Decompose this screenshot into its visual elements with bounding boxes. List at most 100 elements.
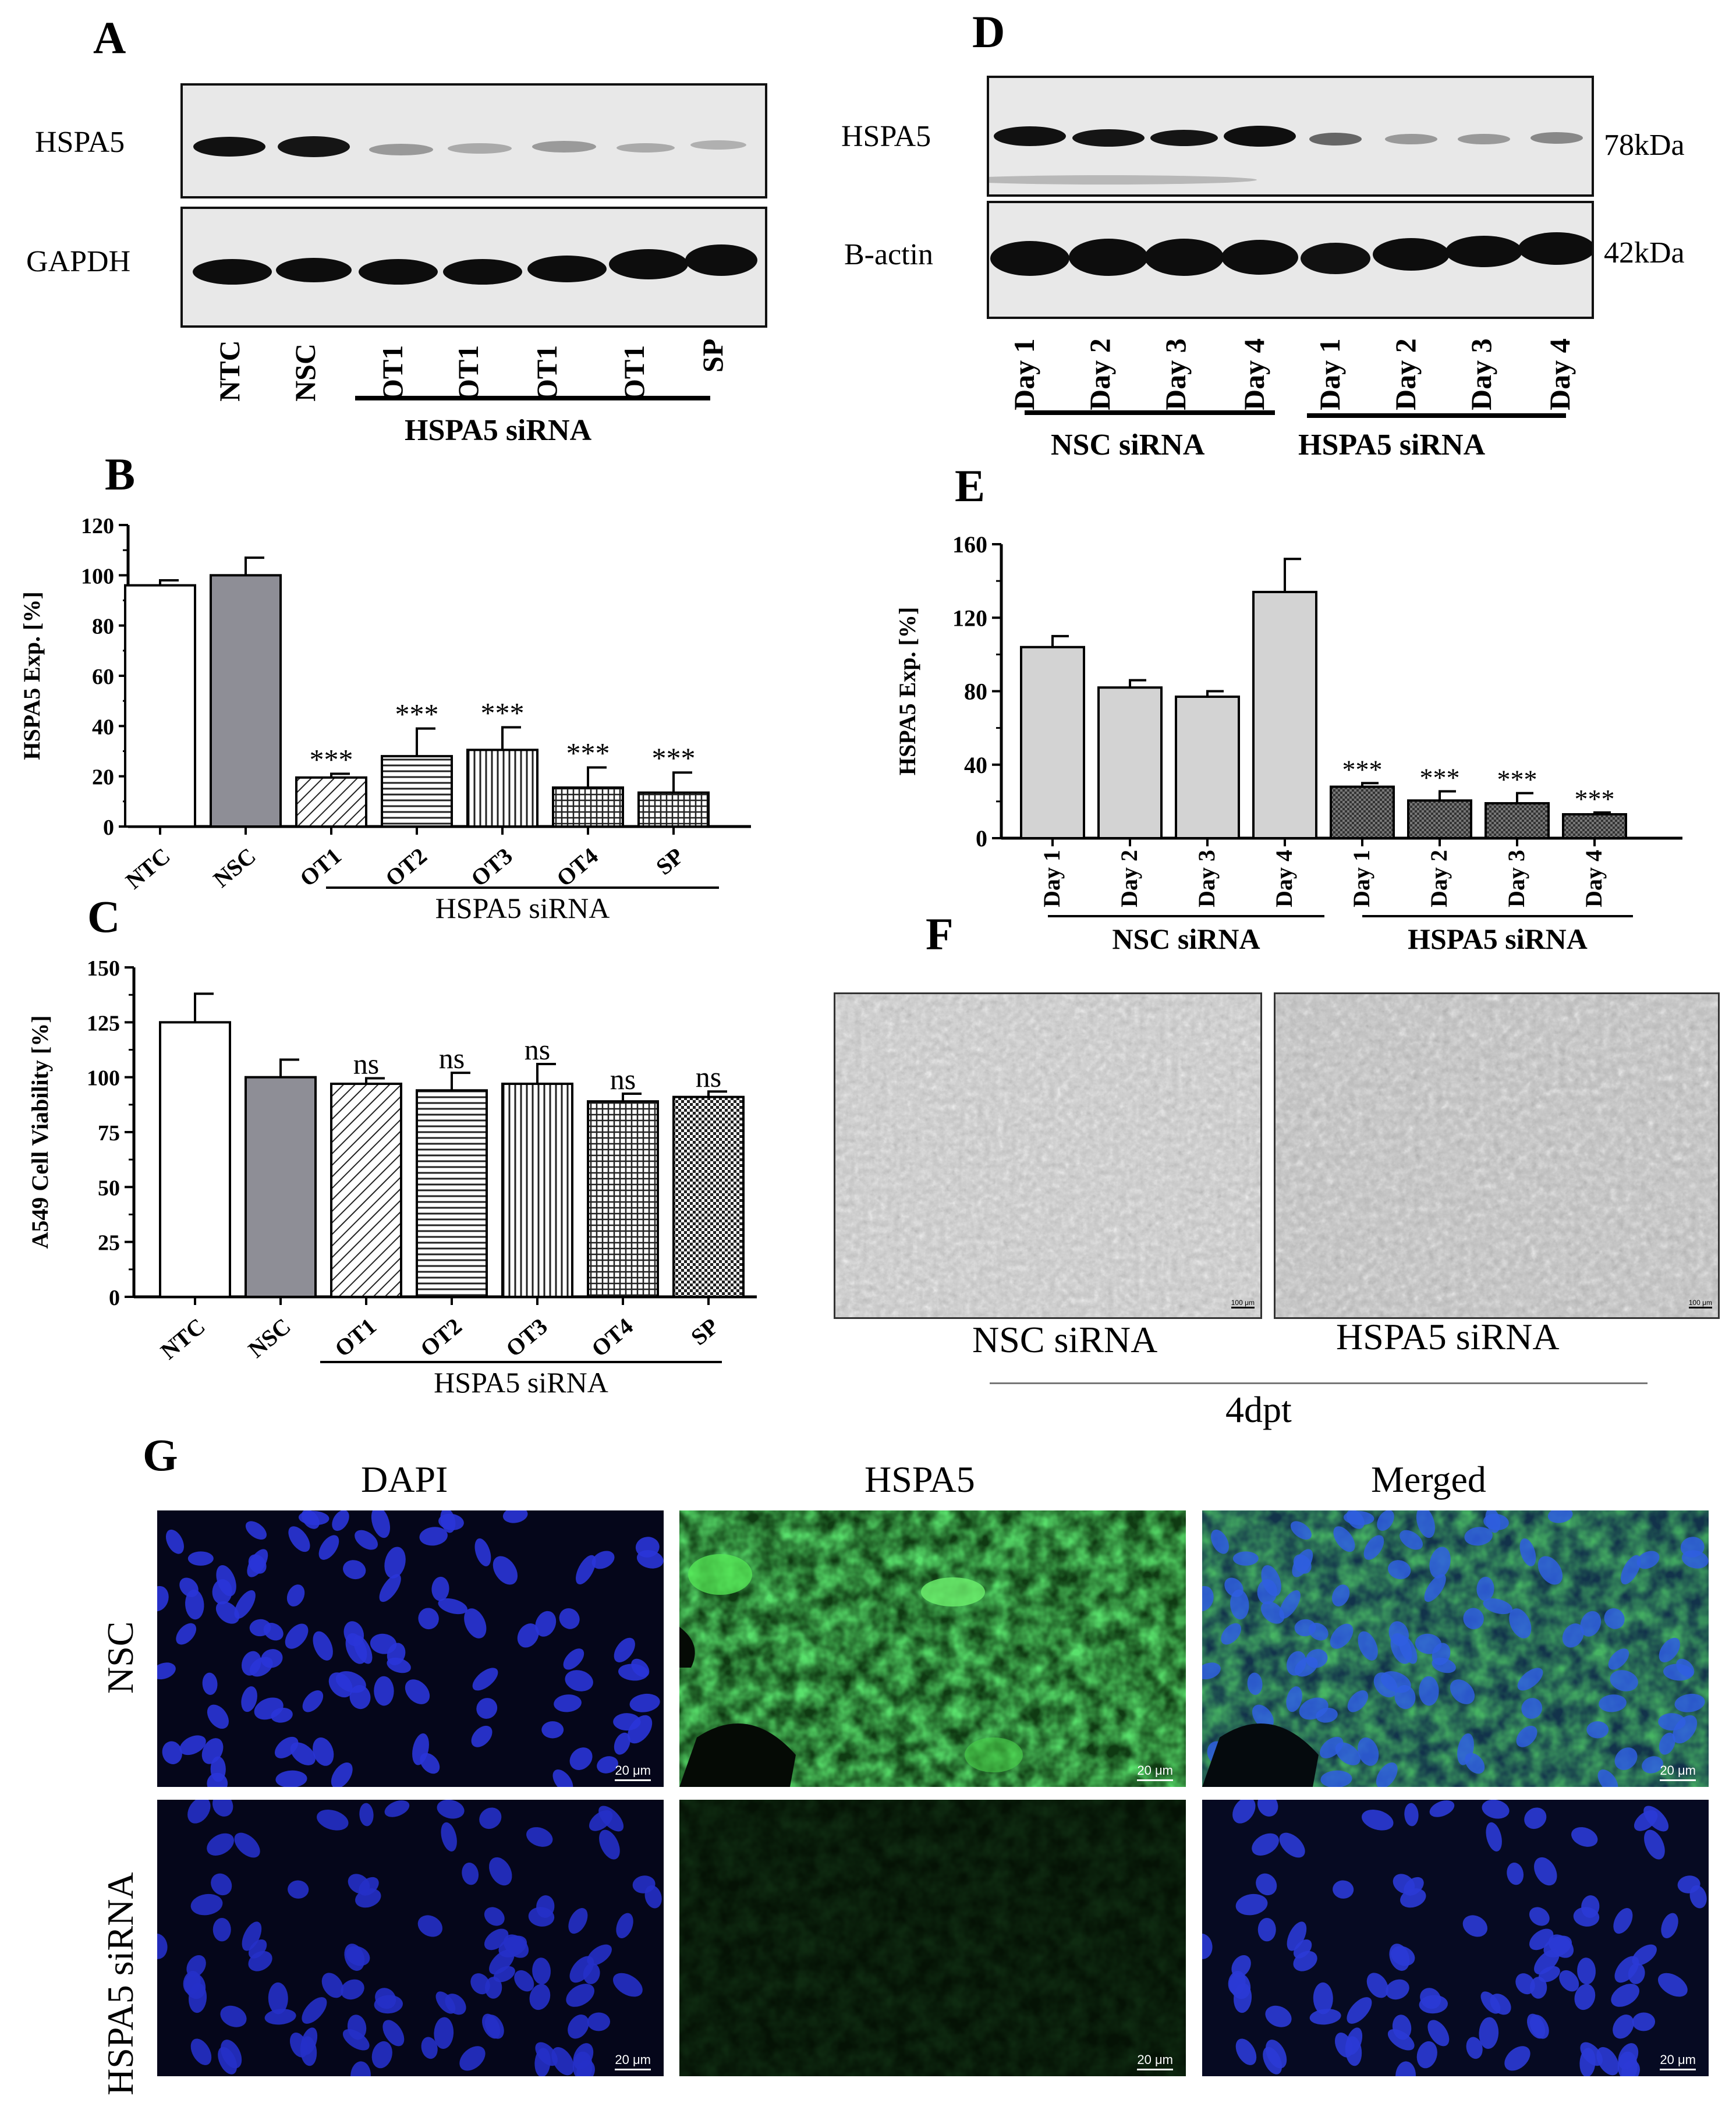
nucleus: [489, 1857, 512, 1886]
bar: [637, 791, 710, 828]
if-nsc-merged-signal: [1202, 1510, 1709, 1787]
blot-d-lane-label-day3-nsc: Day 3: [1159, 338, 1192, 410]
nucleus: [1507, 1862, 1524, 1885]
nucleus: [565, 1670, 593, 1691]
x-tick-label: OT3: [501, 1313, 552, 1361]
blot-d-bactin: [987, 201, 1594, 319]
nucleus: [1483, 1598, 1512, 1615]
if-sirna-hspa5-scalebar: 20 μm: [1137, 2052, 1173, 2070]
nucleus: [374, 1995, 403, 2014]
nucleus: [1232, 1800, 1256, 1824]
nucleus: [1388, 1560, 1411, 1580]
nucleus: [627, 1715, 653, 1744]
blot-a-row-label-hspa5: HSPA5: [35, 126, 125, 159]
blot-d-row-label-bactin: B-actin: [844, 238, 934, 271]
nucleus: [355, 1530, 378, 1550]
bar: [124, 584, 196, 828]
nucleus: [349, 1684, 371, 1710]
nucleus: [1463, 1608, 1484, 1630]
y-axis-label: HSPA5 Exp. [%]: [894, 607, 920, 775]
nucleus: [405, 1679, 430, 1704]
nucleus: [568, 2015, 589, 2039]
nucleus: [417, 1915, 442, 1937]
nucleus: [1534, 1857, 1557, 1886]
nucleus: [176, 1623, 197, 1645]
nucleus: [1636, 1551, 1660, 1569]
nucleus: [1202, 1586, 1214, 1612]
blot-a-lane-label-ot1-3: OT1: [530, 345, 563, 402]
nucleus: [1333, 1880, 1354, 1899]
nucleus: [1394, 1684, 1416, 1710]
nucleus: [350, 2061, 371, 2076]
nucleus: [484, 1907, 505, 1926]
nucleus: [1677, 1875, 1700, 1893]
nucleus: [1358, 1737, 1379, 1766]
nucleus: [1476, 1576, 1494, 1601]
nucleus: [1562, 1623, 1584, 1648]
micrograph-nsc-texture: [835, 994, 1260, 1317]
panel-letter-b: B: [105, 449, 136, 499]
nucleus: [629, 1693, 660, 1712]
x-tick-label: OT4: [551, 842, 603, 891]
nucleus: [1386, 1979, 1409, 2000]
y-tick-label: 100: [87, 1066, 120, 1091]
nucleus: [1504, 2046, 1530, 2071]
micrograph-caption-hspa5: HSPA5 siRNA: [1336, 1316, 1560, 1357]
bar: [416, 1089, 488, 1298]
nucleus: [551, 2047, 575, 2076]
nucleus: [1538, 1966, 1560, 1983]
nucleus: [1247, 1672, 1263, 1695]
nucleus: [1676, 1658, 1695, 1678]
x-tick-label: OT1: [330, 1313, 381, 1361]
nucleus: [318, 1535, 339, 1560]
y-tick-label: 40: [964, 752, 987, 778]
blot-d-lane-label-day2-hspa5: Day 2: [1389, 338, 1422, 410]
nucleus: [286, 1584, 305, 1606]
nucleus: [1450, 1679, 1475, 1704]
nucleus: [1527, 2013, 1546, 2039]
nucleus: [300, 2036, 317, 2066]
nucleus: [275, 1770, 307, 1787]
nucleus: [1429, 1547, 1451, 1579]
nucleus: [371, 2041, 392, 2069]
nucleus: [1279, 1832, 1305, 1858]
nucleus: [459, 2046, 486, 2071]
nucleus: [1579, 2048, 1596, 2076]
nucleus: [1333, 1526, 1355, 1552]
nucleus: [485, 1977, 502, 1999]
nucleus: [474, 1538, 491, 1566]
significance-label: ***: [395, 698, 439, 730]
nucleus: [1614, 1747, 1638, 1770]
nucleus: [1632, 2012, 1656, 2031]
nucleus: [1330, 1623, 1354, 1649]
blot-d-hspa5: [987, 76, 1594, 197]
nucleus: [554, 1694, 582, 1712]
nucleus: [1661, 1913, 1678, 1938]
panel-letter-f: F: [926, 909, 954, 959]
significance-label: ***: [310, 743, 353, 775]
nucleus: [1577, 1957, 1596, 1985]
if-sirna-hspa5-signal: [679, 1800, 1186, 2076]
nucleus: [313, 1631, 333, 1661]
nucleus: [419, 1527, 448, 1546]
nucleus: [1613, 2015, 1634, 2039]
nucleus: [374, 1676, 394, 1706]
nucleus: [215, 1601, 240, 1624]
x-tick-label: NTC: [155, 1313, 210, 1364]
nucleus: [534, 2048, 551, 2076]
nucleus: [598, 1806, 624, 1832]
nucleus: [1320, 1770, 1352, 1787]
nucleus: [1265, 2005, 1292, 2027]
nucleus: [212, 1800, 233, 1817]
nucleus: [529, 1984, 551, 2010]
nucleus: [345, 1633, 367, 1664]
nucleus: [288, 1526, 310, 1552]
y-tick-label: 150: [87, 956, 120, 981]
bar: [1097, 686, 1163, 839]
blot-a-gapdh-bands: [193, 244, 757, 285]
nucleus: [1363, 1535, 1384, 1560]
nucleus: [1610, 1670, 1638, 1691]
blot-a-lane-label-ot1-4: OT1: [618, 345, 650, 402]
nucleus: [285, 1623, 309, 1649]
nucleus: [614, 1637, 635, 1662]
